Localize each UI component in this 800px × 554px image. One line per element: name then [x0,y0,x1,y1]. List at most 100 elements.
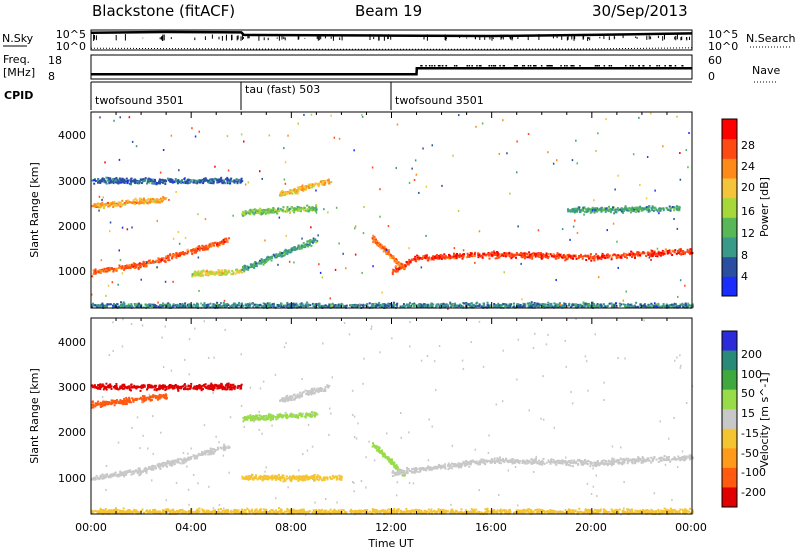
power-cell [323,183,326,186]
power-cell [171,305,174,308]
power-cell [528,302,531,305]
power-cell [225,305,228,308]
power-cell [202,245,205,248]
velocity-cell [128,469,131,472]
power-cell [220,240,223,243]
velocity-cell [126,400,128,403]
power-cell [286,251,289,254]
power-cell [254,265,257,267]
power-cell [617,209,620,212]
nave-point [513,65,516,67]
power-cell [95,206,98,208]
power-cell [189,304,191,307]
power-cell [107,284,110,287]
power-cell [372,304,375,307]
power-cell [177,179,180,182]
power-cell [297,188,300,191]
power-cell [116,303,119,306]
power-cell [392,305,395,308]
velocity-cell [143,395,146,398]
power-cell [254,211,257,214]
power-cell [401,263,404,266]
power-cell [411,303,414,306]
velocity-cell [115,402,118,405]
nave-point [638,65,640,67]
power-cell [91,293,93,296]
power-cell [200,273,203,276]
power-cell [210,180,213,183]
power-cell [587,304,590,307]
power-cell [625,306,628,309]
power-cell [395,167,397,169]
power-cell [376,240,379,243]
power-ytick-4000: 4000 [58,129,86,142]
power-cell [148,181,151,184]
power-cell [121,226,124,229]
power-cell [603,209,606,211]
power-cell [214,178,217,181]
power-cell [425,234,427,237]
power-cell [295,305,297,308]
power-cell [596,209,599,212]
power-cell [112,304,114,307]
power-cell [680,250,683,253]
nave-point [664,65,666,67]
power-cell [410,258,413,261]
power-cell [209,271,211,274]
power-cell [293,261,295,264]
power-cell [97,179,100,182]
power-cell [111,180,114,183]
power-cell [99,303,102,306]
velocity-cell [99,403,102,406]
power-cell [570,257,572,259]
power-cell [478,305,481,307]
power-cell [384,304,386,307]
power-cell [220,274,222,276]
power-cell [108,266,111,269]
power-cell [196,250,198,252]
power-cell [122,301,125,304]
velocity-cell [98,477,100,480]
power-cell [676,115,678,118]
velocity-cell [163,461,166,464]
power-cell [142,197,145,200]
velocity-cell [177,458,180,460]
power-cell [504,254,507,257]
power-cell [520,254,523,257]
power-cell [101,204,104,207]
power-cell [581,255,584,258]
power-cell [109,179,112,182]
power-cell [222,242,225,245]
power-cell [224,303,227,306]
power-cell [278,210,280,213]
power-cell [483,306,486,309]
power-cell [634,305,637,308]
power-cell [358,303,361,306]
power-cell [502,119,504,122]
power-cell [329,297,331,300]
power-cell [430,302,433,305]
power-cell [217,243,220,246]
power-cell [654,302,656,305]
power-cell [391,271,394,274]
power-cell [148,303,151,306]
power-cell [493,252,496,254]
power-cell [630,207,633,210]
power-cell [656,247,659,250]
power-cell [198,273,201,276]
power-cell [283,251,286,254]
power-cell [675,252,678,255]
power-cell [186,304,189,307]
velocity-cell [105,474,108,477]
power-cell [327,305,330,308]
power-cell [269,209,272,212]
power-cell [161,179,164,182]
power-cell [264,209,267,212]
power-cell [286,301,289,304]
power-cell [443,305,446,308]
power-cell [137,180,140,183]
power-cell [591,305,594,307]
power-cell [330,114,332,117]
power-cell [593,305,596,308]
power-cell [118,177,121,180]
